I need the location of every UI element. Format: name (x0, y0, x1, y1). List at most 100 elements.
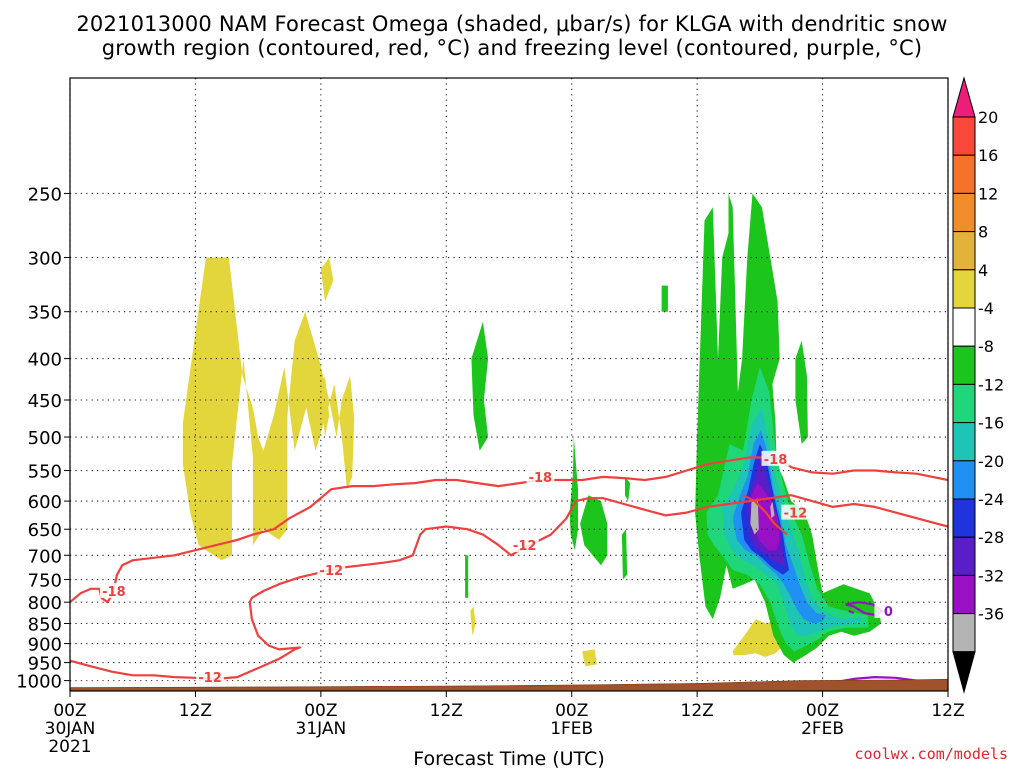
y-tick-label-500: 500 (28, 428, 62, 449)
colorbar-label-0: 20 (978, 108, 998, 127)
y-tick-label-650: 650 (28, 520, 62, 541)
contour-label-bg-0 (526, 468, 555, 484)
contour-label-1: -18 (102, 585, 126, 600)
x-tick-label-72: 00Z (806, 701, 839, 721)
colorbar-segment-2 (952, 154, 976, 194)
x-tick-date-48: 1FEB (550, 719, 593, 739)
colorbar-segment-11 (952, 498, 976, 538)
colorbar-top-triangle (952, 76, 976, 118)
contour-label-4: -12 (513, 539, 537, 554)
y-tick-label-850: 850 (28, 615, 62, 636)
contour-label-bg-1 (99, 583, 128, 599)
y-axis: 2503003504004505005506006507007508008509… (16, 184, 70, 693)
colorbar-label-1: 16 (978, 146, 998, 165)
colorbar-segment-4 (952, 231, 976, 271)
contour-label-6: -12 (784, 507, 808, 522)
x-tick-year-0: 2021 (48, 737, 91, 757)
chart-title-line1: 2021013000 NAM Forecast Omega (shaded, μ… (76, 12, 948, 36)
y-tick-label-400: 400 (28, 350, 62, 371)
y-tick-label-250: 250 (28, 184, 62, 205)
colorbar-label-3: 8 (978, 223, 988, 242)
colorbar-segment-12 (952, 536, 976, 576)
y-tick-label-450: 450 (28, 391, 62, 412)
y-tick-label-950: 950 (28, 654, 62, 675)
colorbar-label-8: -16 (978, 414, 1004, 433)
x-tick-label-60: 12Z (681, 701, 714, 721)
purple-contour-1 (848, 609, 855, 615)
omega-region-p4-4 (582, 649, 597, 667)
contour-label-3: -12 (320, 564, 344, 579)
chart-title-line2: growth region (contoured, red, °C) and f… (101, 36, 923, 60)
colorbar-segment-1 (952, 116, 976, 156)
y-tick-label-300: 300 (28, 249, 62, 270)
colorbar-segment-3 (952, 192, 976, 233)
contours: -18 -18 -18 -12 -12 -12 -12 0 (70, 450, 948, 686)
x-tick-date-72: 2FEB (801, 719, 844, 739)
contour-label-bg-4 (510, 537, 539, 553)
frame-border (69, 77, 949, 692)
plot-frame (69, 77, 949, 692)
colorbar-segment-6 (952, 307, 976, 347)
omega-region-m4-10 (625, 476, 631, 502)
colorbar-segment-7 (952, 345, 976, 385)
omega-region-m32-23 (770, 501, 775, 519)
omega-region-m4-12 (661, 285, 668, 312)
contour-label-bg-5 (196, 669, 225, 685)
y-tick-label-900: 900 (28, 635, 62, 656)
source-credit: coolwx.com/models (854, 745, 1008, 763)
omega-region-p4-1 (320, 257, 334, 302)
colorbar-bottom-triangle (952, 651, 976, 694)
colorbar-label-13: -36 (978, 605, 1004, 624)
omega-region-m4-11 (621, 529, 628, 580)
x-tick-label-48: 00Z (555, 701, 588, 721)
colorbar-segment-5 (952, 269, 976, 309)
grid (69, 78, 949, 691)
colorbar-segment-9 (952, 422, 976, 462)
contour-label-bg-3 (317, 562, 346, 578)
colorbar-label-6: -8 (978, 337, 994, 356)
y-tick-label-350: 350 (28, 303, 62, 324)
contour-label-5: -12 (198, 671, 222, 686)
omega-region-p4-0 (182, 257, 355, 561)
y-tick-label-550: 550 (28, 462, 62, 483)
contour-label-7: 0 (884, 605, 893, 620)
x-tick-date-24: 31JAN (296, 719, 347, 739)
x-tick-label-36: 12Z (430, 701, 463, 721)
colorbar-label-4: 4 (978, 261, 988, 280)
y-tick-label-1000: 1000 (16, 672, 62, 693)
x-tick-date-0: 30JAN (45, 719, 96, 739)
contour-label-0: -18 (529, 471, 553, 486)
x-axis-label: Forecast Time (UTC) (413, 748, 604, 768)
colorbar-segment-10 (952, 460, 976, 500)
x-tick-label-24: 00Z (304, 701, 337, 721)
colorbar-label-12: -32 (978, 566, 1004, 585)
y-tick-label-600: 600 (28, 492, 62, 513)
x-tick-label-12: 12Z (179, 701, 212, 721)
x-tick-label-0: 00Z (53, 701, 86, 721)
colorbar: 20 16 12 8 4 -4 -8 -12 -16 -20 -24 -28 -32 -36 (952, 76, 1004, 694)
x-tick-label-84: 12Z (931, 701, 964, 721)
colorbar-label-10: -24 (978, 490, 1004, 509)
omega-region-p4-3 (470, 606, 476, 636)
colorbar-label-9: -20 (978, 452, 1004, 471)
y-tick-label-800: 800 (28, 593, 62, 614)
colorbar-label-2: 12 (978, 184, 998, 203)
omega-region-m4-9 (580, 495, 608, 566)
red-contour-2 (742, 494, 788, 536)
colorbar-label-5: -4 (978, 299, 994, 318)
contour-label-bg-7 (874, 602, 903, 618)
omega-region-m4-15 (795, 340, 808, 444)
contour-label-2: -18 (764, 453, 788, 468)
colorbar-segment-8 (952, 383, 976, 424)
colorbar-label-7: -12 (978, 375, 1004, 394)
omega-region-p4-2 (320, 375, 330, 437)
omega-region-m4-6 (471, 321, 489, 451)
omega-region-m4-7 (465, 555, 469, 598)
y-tick-label-750: 750 (28, 571, 62, 592)
omega-region-m32-22 (750, 498, 759, 535)
y-tick-label-700: 700 (28, 546, 62, 567)
contour-label-bg-2 (761, 450, 790, 466)
colorbar-segment-13 (952, 574, 976, 615)
